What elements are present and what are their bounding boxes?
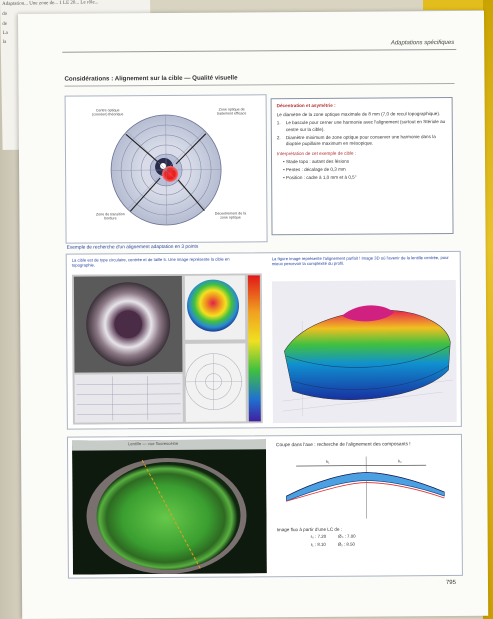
bullet-item: • Position : cadre à 1,0 mm et à 0,5° bbox=[283, 174, 357, 180]
lens-params-row: r₁ : 8.10 Ø₁ : 8.50 bbox=[310, 541, 355, 547]
running-head: Adaptations spécifiques bbox=[390, 39, 455, 47]
box-subtitle: Interprétation de cet exemple de cible : bbox=[276, 150, 357, 157]
fluorescein-photo bbox=[71, 439, 267, 575]
caption-left: La cible est de type circulaire, centrée… bbox=[71, 256, 230, 269]
bullet-item: • Pentes : décalage de 0,3 mm bbox=[283, 166, 346, 173]
bottom-figure-panel: Lentille — vue fluorescéine Coupe dans l… bbox=[66, 433, 463, 579]
annotation-top-right: Zone optique de traitement efficace bbox=[217, 107, 247, 116]
annotation-bottom-left: Zone de transition bordure bbox=[95, 212, 125, 221]
middle-figure-panel: La cible est de type circulaire, centrée… bbox=[65, 250, 462, 430]
box-title: Décentration et asymétrie : bbox=[276, 102, 336, 109]
label-k2: k₂ bbox=[398, 459, 402, 464]
profile-lens-text: Image fluo à partir d'une LC de : bbox=[276, 526, 343, 532]
topographer-screenshot bbox=[71, 273, 263, 425]
photo-caption: Lentille — vue fluorescéine bbox=[127, 440, 179, 447]
middle-strip-title: Exemple de recherche d'un alignement ada… bbox=[66, 244, 199, 251]
bullet-item: • Stade topo : autant des lésions bbox=[283, 159, 350, 165]
underlying-text-line: de bbox=[2, 21, 8, 27]
book-page: Adaptations spécifiques Considérations :… bbox=[18, 10, 489, 619]
underlying-text-line: Adaptation... Une zone de... 1 LE 20... … bbox=[2, 0, 99, 7]
label-k1: k₁ bbox=[326, 459, 330, 464]
list-item: 1. Le bascule pour cerner une harmonie av… bbox=[276, 119, 446, 132]
lens-params-row: r₀ : 7.20 Ø₀ : 7.00 bbox=[310, 533, 356, 540]
profile-box-text: Coupe dans l'axe : recherche de l'aligne… bbox=[276, 442, 411, 449]
3d-surface-plot bbox=[271, 279, 457, 424]
profile-diagram: k₁ k₂ bbox=[286, 457, 445, 520]
title-rule bbox=[64, 82, 455, 87]
underlying-text-line: la bbox=[2, 39, 7, 45]
topography-target-figure: Centre optique (cornéen) théorique Zone … bbox=[64, 94, 268, 244]
target-diagram bbox=[110, 114, 222, 226]
section-title: Considérations : Alignement sur la cible… bbox=[64, 74, 238, 83]
annotation-bottom-right: Décentrement de la zone optique bbox=[214, 211, 247, 220]
box-intro: Le diamètre de la zone optique maximale … bbox=[276, 111, 441, 118]
yellow-folder-edge bbox=[483, 0, 493, 619]
page-number: 795 bbox=[445, 579, 457, 587]
caption-right: La figure image représente l'alignement … bbox=[271, 254, 449, 267]
annotation-top-left: Centre optique (cornéen) théorique bbox=[92, 108, 124, 117]
underlying-text-line: La bbox=[2, 30, 8, 36]
underlying-text-line: do bbox=[2, 11, 8, 17]
profile-box: Coupe dans l'axe : recherche de l'aligne… bbox=[270, 437, 458, 572]
header-rule bbox=[62, 48, 457, 53]
explanation-box: Décentration et asymétrie : Le diamètre … bbox=[270, 96, 454, 236]
yellow-folder-top bbox=[423, 0, 493, 10]
list-item: 2. Diamètre minimum de zone optique pour … bbox=[276, 133, 436, 147]
